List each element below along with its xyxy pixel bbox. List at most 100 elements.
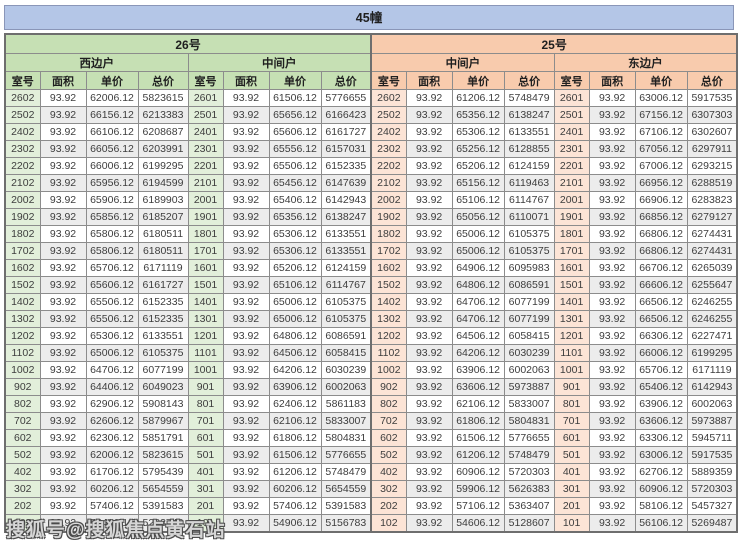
- cell-total-price: 5833007: [320, 412, 372, 430]
- cell-area: 93.92: [405, 174, 453, 192]
- cell-unit-price: 66006.12: [634, 344, 688, 362]
- cell-room-number: 102: [4, 514, 41, 533]
- cell-room-number: 2301: [187, 140, 224, 158]
- col-header-room: 室号: [553, 71, 590, 90]
- cell-area: 93.92: [39, 157, 87, 175]
- cell-unit-price: 66106.12: [85, 123, 139, 141]
- cell-room-number: 2502: [4, 106, 41, 124]
- cell-area: 93.92: [588, 157, 636, 175]
- cell-total-price: 6302607: [686, 123, 738, 141]
- cell-area: 93.92: [39, 446, 87, 464]
- cell-total-price: 5973887: [503, 378, 555, 396]
- cell-room-number: 1602: [4, 259, 41, 277]
- table-row: 1002 93.92 64706.12 6077199 1001 93.92 64206.1…: [4, 361, 738, 379]
- cell-total-price: 6119463: [503, 174, 555, 192]
- cell-room-number: 802: [4, 395, 41, 413]
- cell-area: 93.92: [39, 123, 87, 141]
- cell-unit-price: 66856.12: [634, 208, 688, 226]
- cell-area: 93.92: [222, 361, 270, 379]
- cell-unit-price: 65906.12: [85, 191, 139, 209]
- cell-unit-price: 65556.12: [268, 140, 322, 158]
- cell-total-price: 6180511: [137, 242, 189, 260]
- cell-unit-price: 67056.12: [634, 140, 688, 158]
- cell-total-price: 6077199: [503, 293, 555, 311]
- cell-unit-price: 64806.12: [451, 276, 505, 294]
- cell-room-number: 901: [553, 378, 590, 396]
- cell-room-number: 1901: [553, 208, 590, 226]
- cell-unit-price: 61206.12: [268, 463, 322, 481]
- cell-total-price: 5128607: [503, 514, 555, 533]
- cell-total-price: 6203991: [137, 140, 189, 158]
- cell-area: 93.92: [588, 242, 636, 260]
- cell-area: 93.92: [222, 259, 270, 277]
- cell-unit-price: 62006.12: [85, 89, 139, 107]
- cell-room-number: 1202: [4, 327, 41, 345]
- cell-room-number: 1201: [553, 327, 590, 345]
- cell-room-number: 701: [187, 412, 224, 430]
- cell-room-number: 902: [4, 378, 41, 396]
- cell-room-number: 1502: [4, 276, 41, 294]
- cell-room-number: 2101: [553, 174, 590, 192]
- cell-room-number: 2301: [553, 140, 590, 158]
- cell-room-number: 2201: [553, 157, 590, 175]
- unit-header-east: 东边户: [553, 53, 738, 72]
- cell-area: 93.92: [39, 361, 87, 379]
- cell-area: 93.92: [405, 89, 453, 107]
- cell-area: 93.92: [588, 446, 636, 464]
- cell-unit-price: 65006.12: [451, 242, 505, 260]
- cell-total-price: 6288519: [686, 174, 738, 192]
- cell-total-price: 5823615: [137, 89, 189, 107]
- cell-total-price: 5776655: [320, 446, 372, 464]
- cell-unit-price: 54606.12: [451, 514, 505, 533]
- cell-total-price: 5720303: [686, 480, 738, 498]
- cell-unit-price: 63306.12: [634, 429, 688, 447]
- cell-room-number: 602: [4, 429, 41, 447]
- cell-total-price: 6128855: [503, 140, 555, 158]
- cell-room-number: 2602: [370, 89, 407, 107]
- cell-unit-price: 65856.12: [85, 208, 139, 226]
- cell-unit-price: 66606.12: [634, 276, 688, 294]
- cell-area: 93.92: [222, 412, 270, 430]
- table-row: 2602 93.92 62006.12 5823615 2601 93.92 61506.1…: [4, 89, 738, 107]
- cell-room-number: 501: [553, 446, 590, 464]
- cell-unit-price: 61506.12: [451, 429, 505, 447]
- cell-room-number: 2401: [553, 123, 590, 141]
- cell-area: 93.92: [588, 412, 636, 430]
- cell-unit-price: 64706.12: [451, 293, 505, 311]
- col-header-total-price: 总价: [320, 71, 372, 90]
- cell-unit-price: 60906.12: [451, 463, 505, 481]
- cell-area: 93.92: [39, 463, 87, 481]
- cell-unit-price: 62106.12: [268, 412, 322, 430]
- cell-area: 93.92: [39, 412, 87, 430]
- cell-room-number: 1501: [553, 276, 590, 294]
- cell-area: 93.92: [588, 259, 636, 277]
- cell-total-price: 5945711: [686, 429, 738, 447]
- table-row: 2502 93.92 66156.12 6213383 2501 93.92 65656.1…: [4, 106, 738, 124]
- cell-area: 93.92: [39, 106, 87, 124]
- cell-unit-price: 65306.12: [85, 327, 139, 345]
- cell-unit-price: 65706.12: [634, 361, 688, 379]
- table-row: 1802 93.92 65806.12 6180511 1801 93.92 65306.1…: [4, 225, 738, 243]
- unit-header-mid-25: 中间户: [370, 53, 555, 72]
- cell-area: 93.92: [588, 327, 636, 345]
- cell-total-price: 6166423: [320, 106, 372, 124]
- cell-total-price: 6208687: [137, 123, 189, 141]
- cell-total-price: 6194599: [137, 174, 189, 192]
- cell-total-price: 6307303: [686, 106, 738, 124]
- cell-unit-price: 58106.12: [634, 497, 688, 515]
- cell-total-price: 6086591: [320, 327, 372, 345]
- cell-room-number: 2502: [370, 106, 407, 124]
- cell-area: 93.92: [405, 225, 453, 243]
- cell-area: 93.92: [405, 157, 453, 175]
- cell-room-number: 1601: [187, 259, 224, 277]
- cell-room-number: 2001: [553, 191, 590, 209]
- cell-unit-price: 65656.12: [268, 106, 322, 124]
- cell-unit-price: 66506.12: [634, 293, 688, 311]
- col-header-unit-price: 单价: [451, 71, 505, 90]
- cell-area: 93.92: [588, 140, 636, 158]
- cell-area: 93.92: [222, 497, 270, 515]
- cell-total-price: 6157031: [320, 140, 372, 158]
- cell-total-price: 6265039: [686, 259, 738, 277]
- cell-room-number: 1101: [187, 344, 224, 362]
- col-header-unit-price: 单价: [634, 71, 688, 90]
